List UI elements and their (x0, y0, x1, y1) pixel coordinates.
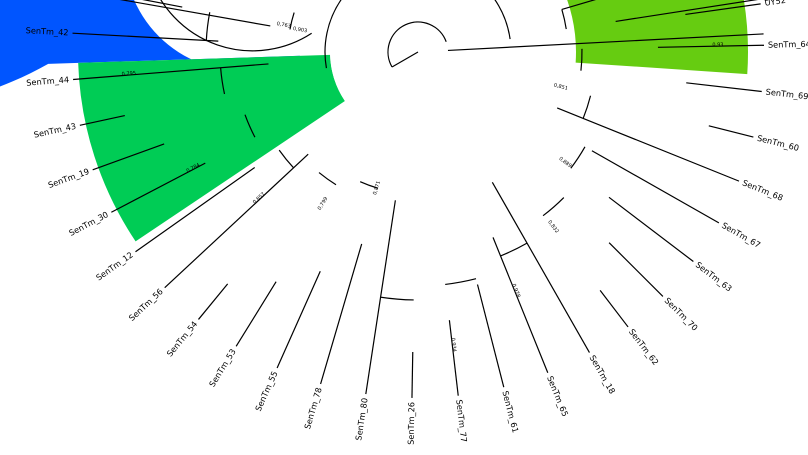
leaf-label: SenTm_70 (663, 295, 700, 332)
leaf-label: SenTm_62 (627, 327, 661, 367)
leaf-branch (608, 242, 664, 297)
deep-arc (324, 0, 511, 69)
node-support-labels: 0,9030,9690,5650,5120,9750,8950,7730,622… (121, 21, 723, 352)
internal-arc (359, 181, 379, 189)
node-support-label: 0,903 (292, 26, 307, 34)
inner-white-disc (330, 0, 506, 140)
leaf-branch (135, 166, 256, 253)
leaf-label: SenTm_60 (756, 133, 800, 153)
leaf-label: SenTm_42 (25, 25, 68, 37)
leaf-branch (492, 237, 549, 373)
leaf-label: SenTm_18 (588, 353, 618, 395)
leaf-label: SenTm_53 (207, 347, 238, 389)
leaf-branch (79, 114, 125, 126)
blue-clade-arc (160, 0, 312, 52)
leaf-label: SenTm_65 (545, 374, 570, 418)
leaf-label: UY52 (764, 0, 787, 8)
leaf-branch (599, 290, 629, 328)
node-support-label: 0,763 (276, 21, 291, 30)
internal-arc (289, 12, 295, 30)
leaf-branch (72, 32, 219, 42)
leaf-branch (142, 0, 183, 8)
leaf-branch (615, 0, 759, 23)
leaf-branch (657, 44, 764, 48)
leaf-label: SenTm_19 (47, 166, 91, 190)
internal-arc (580, 48, 583, 71)
leaf-branch (708, 125, 754, 138)
node-support-label: 0,784 (186, 162, 201, 174)
leaf-label: SenTm_55 (253, 369, 280, 412)
leaf-label: SenTm_12 (94, 250, 135, 283)
clade-sector-lime (567, 0, 748, 75)
leaf-label: SenTm_26 (406, 402, 417, 445)
internal-arc (380, 296, 414, 301)
leaf-label: SenTm_30 (67, 209, 110, 238)
node-support-label: 0,857 (252, 191, 267, 205)
leaf-branch (198, 283, 229, 320)
leaf-label: SenTm_61 (500, 390, 520, 434)
node-support-label: 0,934 (449, 337, 457, 352)
node-support-label: 0,871 (372, 180, 382, 195)
leaf-branch (685, 3, 761, 16)
leaf-branch (111, 162, 206, 213)
root-arc (387, 21, 447, 68)
leaf-branch (491, 181, 590, 353)
leaf-branch (686, 82, 762, 93)
root-branch (391, 51, 419, 68)
internal-arc (205, 12, 211, 41)
leaf-branch (476, 284, 505, 388)
leaf-label: SenTm_63 (694, 260, 734, 294)
leaf-branch (411, 351, 414, 398)
leaf-label: SenTm_78 (302, 386, 324, 430)
leaf-label: SenTm_67 (720, 220, 762, 250)
leaf-label: SenTm_64 (768, 39, 808, 50)
internal-arc (318, 172, 337, 186)
internal-arc (582, 95, 592, 119)
leaf-branch (119, 0, 271, 27)
leaf-branch (561, 0, 596, 11)
internal-arc (500, 242, 528, 257)
internal-arc (542, 197, 565, 217)
leaf-branch (591, 150, 720, 224)
leaf-label: SenTm_43 (33, 121, 77, 140)
leaf-branch (320, 243, 363, 385)
leaf-label: SenTm_80 (353, 397, 369, 441)
clade-sector-green (78, 54, 345, 242)
internal-arc (561, 9, 567, 30)
leaf-branch (276, 270, 321, 369)
leaf-label: SenTm_44 (26, 74, 70, 87)
internal-arc (445, 278, 477, 286)
leaf-label: SenTm_68 (741, 178, 785, 203)
leaf-label: SenTm_69 (765, 87, 808, 102)
node-support-label: 0,889 (558, 156, 573, 169)
leaf-branch (608, 196, 694, 262)
leaf-branch (164, 153, 309, 289)
node-support-label: 0,799 (317, 196, 330, 211)
leaf-branch (448, 320, 459, 396)
leaf-branch (556, 107, 740, 182)
node-support-label: 0,851 (553, 83, 568, 92)
leaf-label: SenTm_54 (164, 319, 199, 359)
internal-arc (570, 146, 586, 169)
leaf-branch (92, 143, 165, 171)
node-support-label: 0,832 (546, 219, 559, 234)
leaf-branch (235, 281, 277, 347)
leaf-label: SenTm_77 (454, 399, 469, 443)
node-support-label: 0,795 (121, 70, 136, 77)
internal-arc (220, 67, 226, 95)
internal-arc (278, 149, 294, 169)
leaf-label: SenTm_56 (127, 286, 165, 323)
node-support-label: 0,93 (712, 42, 723, 48)
internal-arc (244, 114, 256, 138)
tree-branches (72, 0, 764, 398)
heidelberg-branch (447, 33, 764, 52)
leaf-branch (73, 63, 269, 81)
node-support-label: 0,978 (510, 283, 521, 299)
